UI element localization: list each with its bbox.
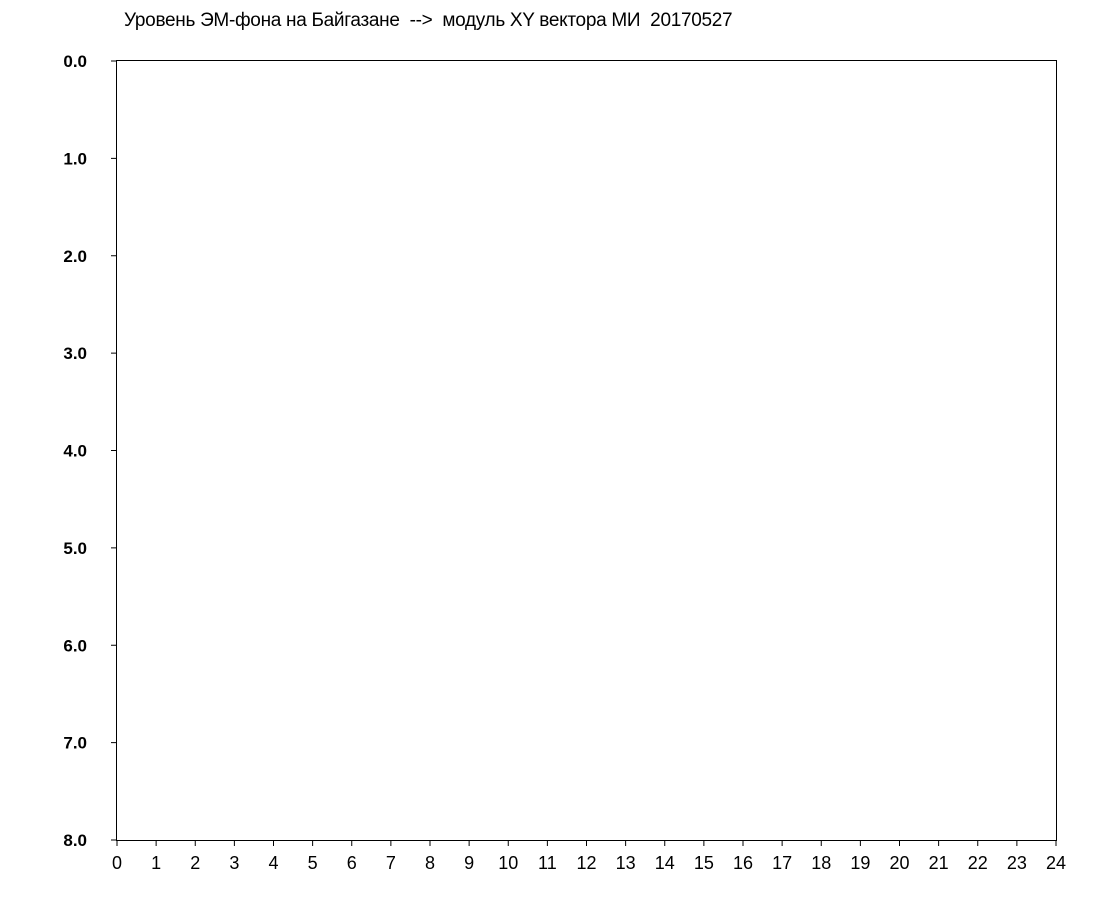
x-tick-label: 23 <box>1007 853 1027 873</box>
x-tick-label: 4 <box>268 853 278 873</box>
x-tick-label: 10 <box>498 853 518 873</box>
x-tick-label: 5 <box>308 853 318 873</box>
x-tick-label: 17 <box>772 853 792 873</box>
x-tick-label: 19 <box>850 853 870 873</box>
y-tick-label: 8.0 <box>63 831 87 850</box>
x-tick-label: 22 <box>968 853 988 873</box>
x-tick-label: 9 <box>464 853 474 873</box>
x-tick-label: 13 <box>616 853 636 873</box>
x-tick-label: 11 <box>538 853 557 873</box>
x-tick-label: 3 <box>229 853 239 873</box>
y-tick-label: 7.0 <box>63 734 87 753</box>
y-tick-label: 4.0 <box>63 442 87 461</box>
x-tick-label: 15 <box>694 853 714 873</box>
x-tick-label: 12 <box>576 853 596 873</box>
plot-frame <box>116 60 1057 841</box>
x-tick-label: 21 <box>929 853 949 873</box>
x-tick-label: 20 <box>889 853 909 873</box>
x-tick-label: 8 <box>425 853 435 873</box>
x-tick-label: 16 <box>733 853 753 873</box>
x-tick-label: 2 <box>190 853 200 873</box>
y-tick-label: 6.0 <box>63 636 87 655</box>
x-tick-label: 1 <box>151 853 161 873</box>
y-tick-label: 3.0 <box>63 344 87 363</box>
x-tick-label: 0 <box>112 853 122 873</box>
y-tick-label: 0.0 <box>63 52 87 71</box>
chart-title: Уровень ЭМ-фона на Байгазане --> модуль … <box>124 10 733 31</box>
x-tick-label: 24 <box>1046 853 1066 873</box>
x-tick-label: 6 <box>347 853 357 873</box>
x-tick-label: 14 <box>655 853 675 873</box>
x-tick-label: 7 <box>386 853 396 873</box>
x-tick-label: 18 <box>811 853 831 873</box>
y-tick-label: 5.0 <box>63 539 87 558</box>
y-tick-label: 2.0 <box>63 247 87 266</box>
y-tick-label: 1.0 <box>63 149 87 168</box>
